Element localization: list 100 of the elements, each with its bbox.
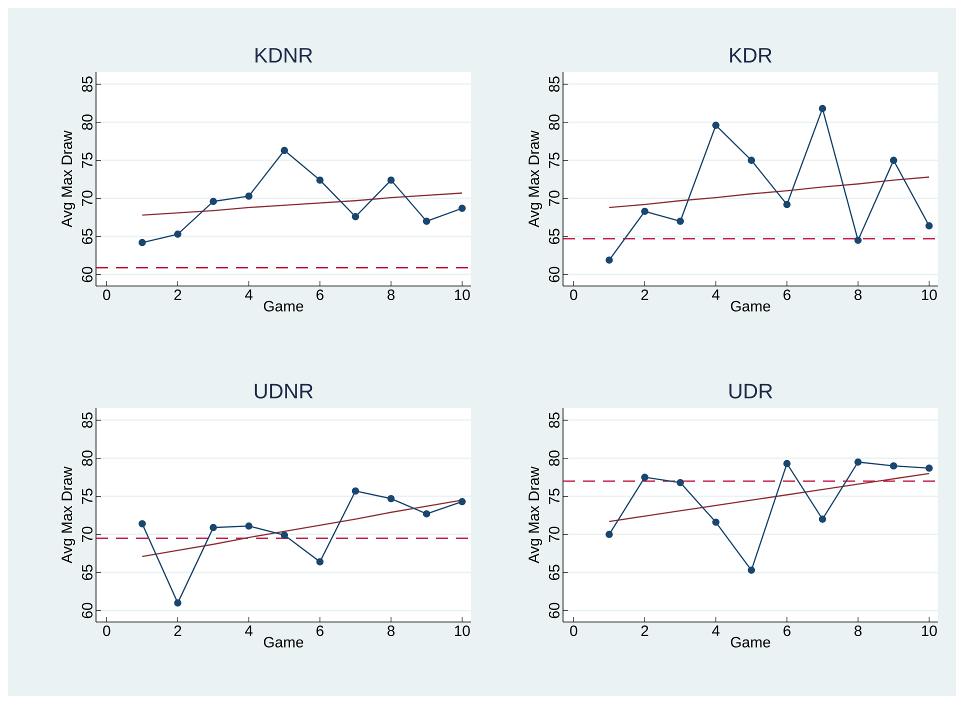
point [676,218,684,225]
point [352,487,360,495]
y-tick-label: 85 [82,76,92,92]
y-tick-label: 80 [548,450,560,466]
x-tick-label: 0 [570,626,578,636]
x-tick-label: 8 [388,626,395,636]
chart-title: UDNR [254,384,313,398]
x-tick-label: 0 [570,290,578,300]
point [712,122,720,129]
point [352,213,360,220]
y-tick-label: 75 [82,152,92,168]
point [890,156,898,164]
point [712,518,720,526]
point [245,192,253,200]
y-tick-label: 60 [82,266,92,282]
x-tick-label: 0 [103,290,110,300]
y-tick-label: 75 [549,488,560,504]
point [890,462,898,470]
point [641,474,648,481]
point [748,566,756,574]
y-tick-label: 75 [82,488,92,504]
x-tick-label: 4 [712,626,720,636]
x-tick-label: 8 [854,290,862,300]
y-axis-title: Avg Max Draw [528,466,542,564]
x-axis-title: Game [264,636,304,648]
point [854,236,862,244]
x-tick-label: 6 [784,626,790,636]
y-tick-label: 65 [82,228,92,244]
point [316,558,324,566]
y-tick-label: 75 [549,152,560,168]
y-tick-label: 80 [82,114,92,130]
y-tick-label: 80 [548,114,560,130]
point [606,256,613,264]
x-tick-label: 2 [174,290,182,300]
point [316,176,324,184]
x-tick-label: 0 [103,626,110,636]
x-axis-title: Game [730,300,770,312]
point [280,532,288,539]
point [387,176,395,184]
point [422,510,430,518]
point [387,494,395,502]
y-tick-label: 60 [548,602,560,618]
point [174,230,182,238]
point [818,516,826,523]
x-tick-label: 8 [388,290,395,300]
point [280,146,288,154]
y-tick-label: 85 [82,412,92,428]
y-tick-label: 80 [82,450,92,466]
x-tick-label: 10 [454,626,470,636]
point [818,104,826,112]
point [245,522,253,530]
x-axis-title: Game [264,300,304,312]
x-tick-label: 4 [712,290,720,300]
y-tick-label: 70 [82,526,92,542]
x-tick-label: 10 [922,626,937,636]
line-series [608,176,930,208]
y-tick-label: 60 [548,266,560,282]
point [138,520,146,528]
x-tick-label: 4 [245,626,253,636]
x-tick-label: 10 [922,290,937,300]
y-tick-label: 85 [548,76,560,92]
point [138,238,146,246]
x-axis-title: Game [730,636,770,648]
point [854,458,862,466]
point [174,599,182,607]
point [783,200,791,208]
x-tick-label: 10 [454,290,470,300]
y-axis-title: Avg Max Draw [62,466,76,564]
x-tick-label: 4 [245,290,253,300]
y-tick-label: 85 [548,412,560,428]
point [925,464,933,472]
x-tick-label: 2 [174,626,182,636]
point [748,156,756,164]
y-tick-label: 60 [82,602,92,618]
point [783,460,791,468]
point [606,530,613,538]
chart-title: KDNR [256,48,312,62]
x-tick-label: 2 [641,290,648,300]
point [458,498,466,506]
point [641,208,648,215]
y-tick-label: 65 [548,228,560,244]
x-tick-label: 2 [641,626,648,636]
point [676,478,684,486]
chart-title: KDR [730,48,772,62]
x-tick-label: 6 [316,626,324,636]
x-tick-label: 8 [854,626,862,636]
y-tick-label: 70 [82,190,92,206]
y-tick-label: 70 [548,526,560,542]
point [422,218,430,225]
point [210,198,217,206]
y-tick-label: 65 [82,564,92,580]
y-axis-title: Avg Max Draw [528,130,542,228]
point [210,524,217,532]
y-tick-label: 70 [548,190,560,206]
point [458,204,466,212]
point [925,222,933,230]
y-axis-title: Avg Max Draw [62,130,76,228]
x-tick-label: 6 [316,290,324,300]
x-tick-label: 6 [784,290,790,300]
chart-title: UDR [729,384,772,398]
